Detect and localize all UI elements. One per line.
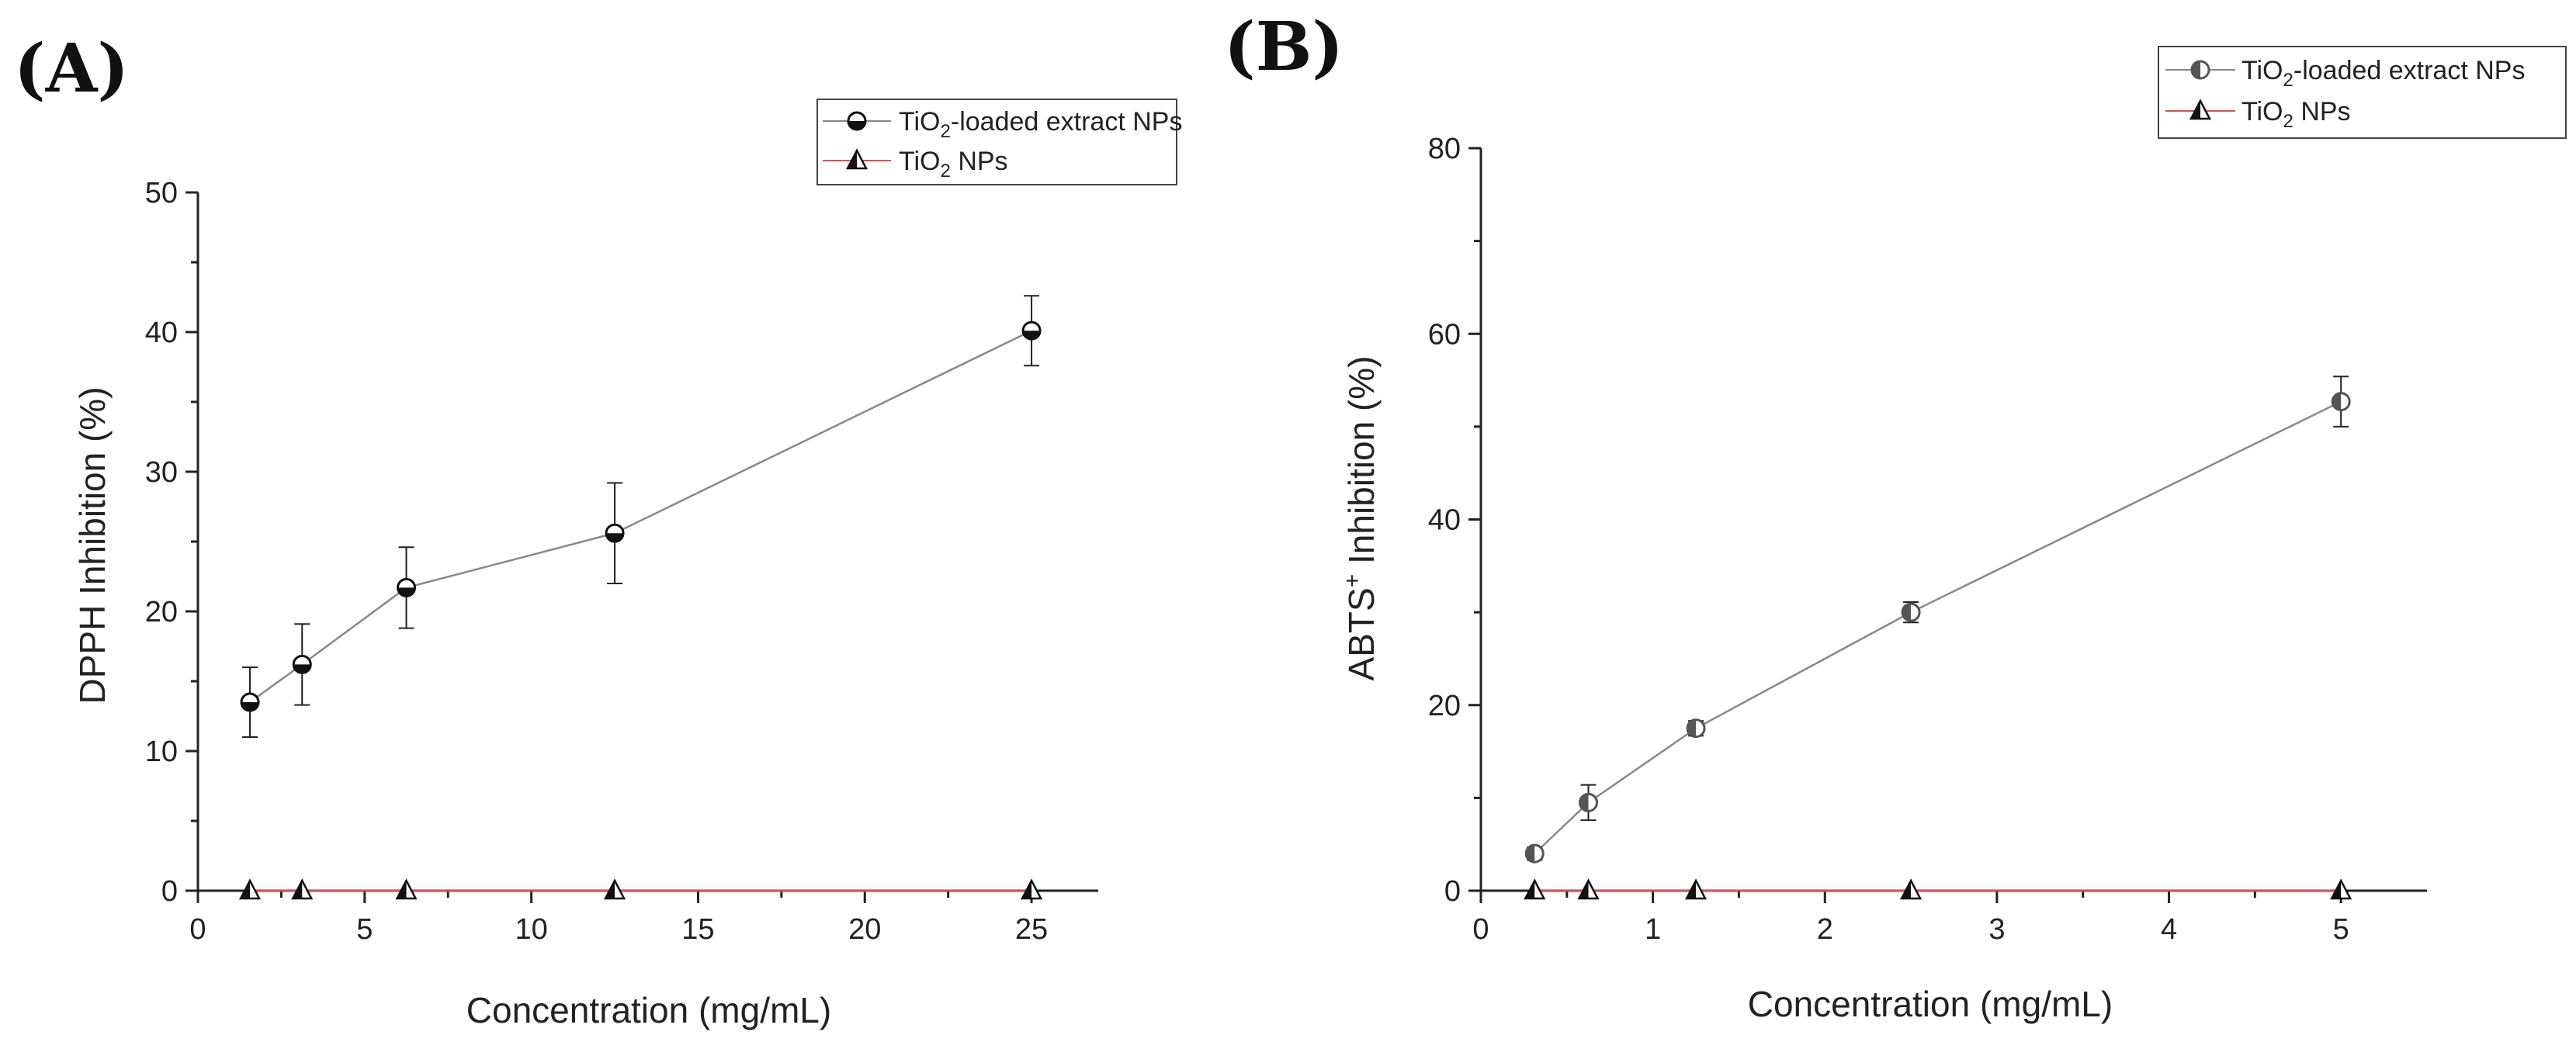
data-point (1577, 878, 1600, 900)
y-tick-label-a: 40 (145, 317, 178, 349)
x-axis-title-b: Concentration (mg/mL) (1748, 984, 2113, 1024)
y-tick-label-a: 10 (145, 736, 178, 768)
data-point-marker-fill (1023, 331, 1041, 340)
x-tick-label-a: 20 (848, 913, 881, 946)
legend-label-tio2-b: TiO2 NPs (2241, 97, 2351, 132)
data-point-marker-fill (1687, 881, 1697, 898)
series-b-1 (1524, 878, 2352, 900)
data-point (1579, 792, 1599, 812)
data-point (1524, 878, 1546, 900)
series-a (238, 295, 1043, 900)
data-point-marker-fill (2332, 881, 2342, 898)
data-point (1686, 718, 1706, 739)
data-point (1524, 843, 1545, 864)
axes-a (196, 192, 1098, 892)
y-tick-label-a: 30 (145, 456, 178, 489)
x-tick-label-a: 25 (1015, 913, 1048, 946)
y-axis-title-a: DPPH Inhibition (%) (72, 386, 113, 704)
legend-marker-extract-a (847, 111, 867, 131)
legend-label-tio2-a: TiO2 NPs (899, 147, 1008, 182)
legend-marker-tio2-b (2189, 99, 2212, 120)
series-line-b-0 (1534, 400, 2342, 855)
data-point-marker-fill (397, 881, 407, 898)
y-tick-label-b: 60 (1428, 318, 1461, 351)
data-point (605, 523, 625, 543)
series-a-1 (238, 878, 1043, 900)
y-tick-label-a: 50 (145, 177, 178, 209)
series-b-0 (1524, 376, 2351, 864)
data-point-marker-fill (1579, 881, 1589, 898)
data-point-marker-fill (293, 881, 303, 898)
x-tick-label-a: 15 (681, 913, 714, 946)
data-point (395, 878, 418, 900)
x-axis-title-a: Concentration (mg/mL) (466, 990, 831, 1030)
x-tick-label-a: 0 (189, 913, 206, 946)
panel-label-b: (B) (1224, 8, 1343, 86)
y-tick-label-b: 40 (1428, 504, 1461, 537)
legend-marker-tio2-a (845, 148, 868, 170)
x-tick-label-a: 5 (356, 913, 373, 946)
data-point-marker-fill (241, 881, 251, 898)
chart-panel-a: (A) 0 5 10 15 20 25 0 10 20 30 40 50 Concentration … (14, 29, 1182, 1030)
x-tick-label-b: 0 (1472, 913, 1489, 946)
data-point (1684, 878, 1708, 900)
ticks-a: 0 5 10 15 20 25 0 10 20 30 40 50 (145, 177, 1048, 946)
chart-panel-b: (B) 0 1 2 3 4 5 0 20 40 60 80 Concentration (mg/mL… (1224, 8, 2567, 1024)
data-point (291, 878, 314, 900)
x-tick-label-b: 3 (1988, 913, 2005, 946)
data-point (2330, 878, 2352, 900)
y-tick-label-b: 80 (1428, 133, 1461, 165)
legend-a: TiO2-loaded extract NPs TiO2 NPs (816, 99, 1182, 185)
data-point-marker-fill (2332, 393, 2342, 410)
y-tick-label-a: 20 (145, 596, 178, 628)
data-point-marker-fill (1902, 604, 1912, 621)
data-point (292, 654, 312, 674)
data-point-marker-fill (1022, 881, 1032, 898)
data-point-marker-fill (1687, 719, 1697, 737)
y-tick-label-b: 20 (1428, 690, 1461, 722)
x-tick-label-b: 4 (2161, 913, 2177, 946)
x-tick-label-b: 1 (1645, 913, 1661, 946)
legend-box-a (816, 99, 1177, 185)
y-axis-title-b: ABTS+ Inhibition (%) (1340, 356, 1382, 681)
data-point (240, 692, 260, 712)
y-tick-label-b: 0 (1444, 875, 1461, 908)
data-point-marker-fill (1579, 794, 1589, 812)
data-point-marker-fill (1526, 845, 1535, 863)
y-tick-label-a: 0 (161, 875, 178, 908)
data-point (238, 878, 262, 900)
ticks-b: 0 1 2 3 4 5 0 20 40 60 80 (1428, 133, 2349, 946)
x-tick-label-b: 2 (1817, 913, 1833, 946)
data-point-marker-fill (241, 702, 259, 711)
data-point-marker-fill (1902, 881, 1912, 898)
data-point-marker-fill (293, 664, 311, 673)
data-point (1900, 878, 1922, 900)
data-point-marker-fill (1525, 881, 1535, 898)
legend-label-extract-b: TiO2-loaded extract NPs (2241, 56, 2525, 91)
data-point (1021, 878, 1043, 900)
series-line-a-0 (249, 330, 1032, 704)
panel-label-a: (A) (14, 29, 129, 108)
data-point-marker-fill (606, 533, 624, 542)
data-point-marker-fill (605, 881, 615, 898)
legend-box-b (2158, 46, 2567, 139)
data-point (1021, 320, 1042, 341)
data-point (2331, 392, 2351, 412)
data-point (603, 878, 626, 900)
series-a-0 (240, 295, 1042, 738)
series-b (1524, 376, 2352, 900)
legend-label-extract-a: TiO2-loaded extract NPs (899, 107, 1182, 142)
legend-marker-extract-b (2190, 60, 2210, 80)
data-point (397, 577, 417, 597)
legend-b: TiO2-loaded extract NPs TiO2 NPs (2158, 46, 2567, 139)
data-point-marker-fill (397, 587, 415, 597)
x-tick-label-b: 5 (2333, 913, 2349, 946)
x-tick-label-a: 10 (515, 913, 547, 946)
data-point (1901, 602, 1921, 622)
